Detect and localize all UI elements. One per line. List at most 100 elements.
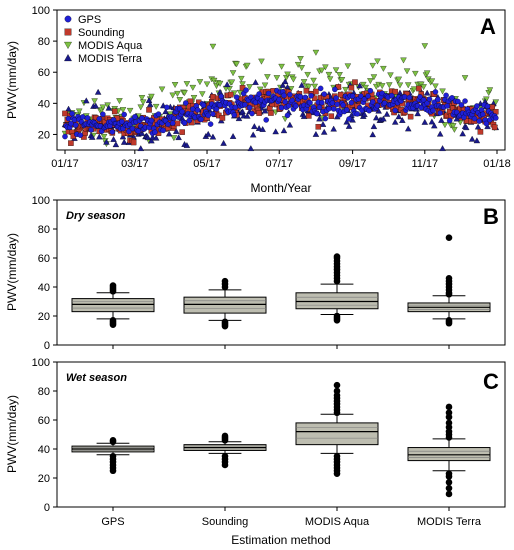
gps-point <box>461 114 467 121</box>
sounding-point <box>174 120 181 127</box>
modis-terra-point <box>152 134 160 141</box>
gps-point <box>69 110 75 117</box>
modis-aqua-point <box>139 99 147 106</box>
modis-aqua-point <box>326 76 334 83</box>
modis-aqua-point <box>261 82 269 89</box>
modis-terra-point <box>320 128 328 135</box>
panel-a-ytick-label: 20 <box>38 129 50 141</box>
sounding-point <box>268 110 274 116</box>
modis-terra-point <box>112 141 120 148</box>
gps-point <box>80 114 86 120</box>
panel-b-ytick-label: 100 <box>32 195 50 207</box>
gps-point <box>392 107 398 114</box>
modis-aqua-point <box>174 90 181 97</box>
panel-c-annotation: Wet season <box>66 372 127 384</box>
modis-aqua-point <box>138 95 146 101</box>
gps-point <box>169 120 176 126</box>
gps-point <box>343 107 350 113</box>
panel-c-xtick-label: GPS <box>101 516 124 528</box>
modis-aqua-point <box>310 77 317 84</box>
modis-terra-point <box>404 125 412 132</box>
gps-point <box>326 105 332 112</box>
modis-terra-point <box>183 142 191 148</box>
gps-point <box>349 93 356 99</box>
gps-point <box>330 106 337 112</box>
panel-c-outlier-gps <box>109 437 117 444</box>
modis-aqua-point <box>305 83 313 90</box>
modis-terra-point <box>280 127 288 134</box>
modis-terra-point <box>428 118 436 125</box>
modis-aqua-point <box>264 74 271 81</box>
modis-terra-point <box>436 130 444 137</box>
modis-aqua-point <box>404 82 412 89</box>
modis-aqua-point <box>369 62 376 69</box>
legend-label-gps: GPS <box>78 14 101 26</box>
sounding-point <box>179 129 185 135</box>
modis-terra-point <box>319 121 327 127</box>
panel-b-outlier-modis-terra <box>445 275 453 282</box>
gps-point <box>446 117 453 124</box>
modis-aqua-point <box>278 63 285 70</box>
modis-terra-point <box>137 145 144 151</box>
gps-point <box>302 94 309 101</box>
panel-b-ytick-label: 80 <box>38 224 50 236</box>
modis-terra-point <box>316 115 323 122</box>
panel-c-outlier-modis-aqua <box>333 452 341 460</box>
panel-c-outlier-modis-terra <box>445 470 453 477</box>
modis-aqua-point <box>233 61 240 68</box>
panel-c-outlier-modis-terra <box>445 490 453 498</box>
modis-aqua-point <box>403 68 411 75</box>
sounding-point <box>315 124 322 130</box>
modis-aqua-point <box>336 72 343 78</box>
modis-terra-point <box>395 113 403 120</box>
gps-point <box>171 115 177 122</box>
modis-terra-point <box>380 115 387 122</box>
gps-point <box>129 125 136 132</box>
modis-aqua-point <box>322 64 329 71</box>
sounding-point <box>68 140 74 146</box>
sounding-point <box>62 110 68 117</box>
sounding-point <box>348 85 355 91</box>
gps-point <box>401 94 408 100</box>
gps-point <box>231 112 237 118</box>
modis-terra-point <box>423 89 431 96</box>
gps-point <box>155 111 162 117</box>
gps-point <box>135 128 142 134</box>
modis-aqua-point <box>318 67 326 74</box>
modis-aqua-point <box>238 75 245 82</box>
panel-a-xlabel: Month/Year <box>251 181 312 195</box>
modis-terra-point <box>343 118 350 125</box>
gps-point <box>88 127 94 133</box>
modis-aqua-point <box>273 75 281 82</box>
panel-c-box-modis-aqua <box>295 422 379 446</box>
modis-terra-point <box>300 113 308 119</box>
sounding-point <box>489 104 496 110</box>
modis-aqua-point <box>75 108 83 115</box>
panel-b-outlier-modis-aqua <box>333 312 341 320</box>
modis-aqua-point <box>410 86 418 93</box>
gps-point <box>198 116 204 123</box>
modis-aqua-point <box>449 123 457 130</box>
modis-terra-point <box>414 110 421 117</box>
gps-point <box>207 121 214 127</box>
modis-aqua-point <box>360 81 367 88</box>
modis-aqua-point <box>239 81 246 88</box>
panel-b-box-modis-aqua <box>295 292 379 310</box>
modis-aqua-point <box>441 122 449 129</box>
gps-point <box>77 132 84 138</box>
sounding-point <box>338 91 344 98</box>
modis-terra-point <box>361 111 368 118</box>
modis-terra-point <box>83 97 90 104</box>
panel-c-ylabel: PWV(mm/day) <box>5 395 19 473</box>
gps-point <box>435 96 441 103</box>
legend-label-modis-terra: MODIS Terra <box>78 53 143 65</box>
panel-b-outlier-modis-terra <box>445 317 453 324</box>
modis-aqua-point <box>428 78 436 85</box>
modis-terra-point <box>146 101 154 108</box>
modis-terra-point <box>261 107 269 114</box>
gps-point <box>256 91 262 97</box>
modis-terra-point <box>244 112 251 119</box>
panel-a-ytick-label: 60 <box>38 67 50 79</box>
gps-point <box>119 118 125 125</box>
